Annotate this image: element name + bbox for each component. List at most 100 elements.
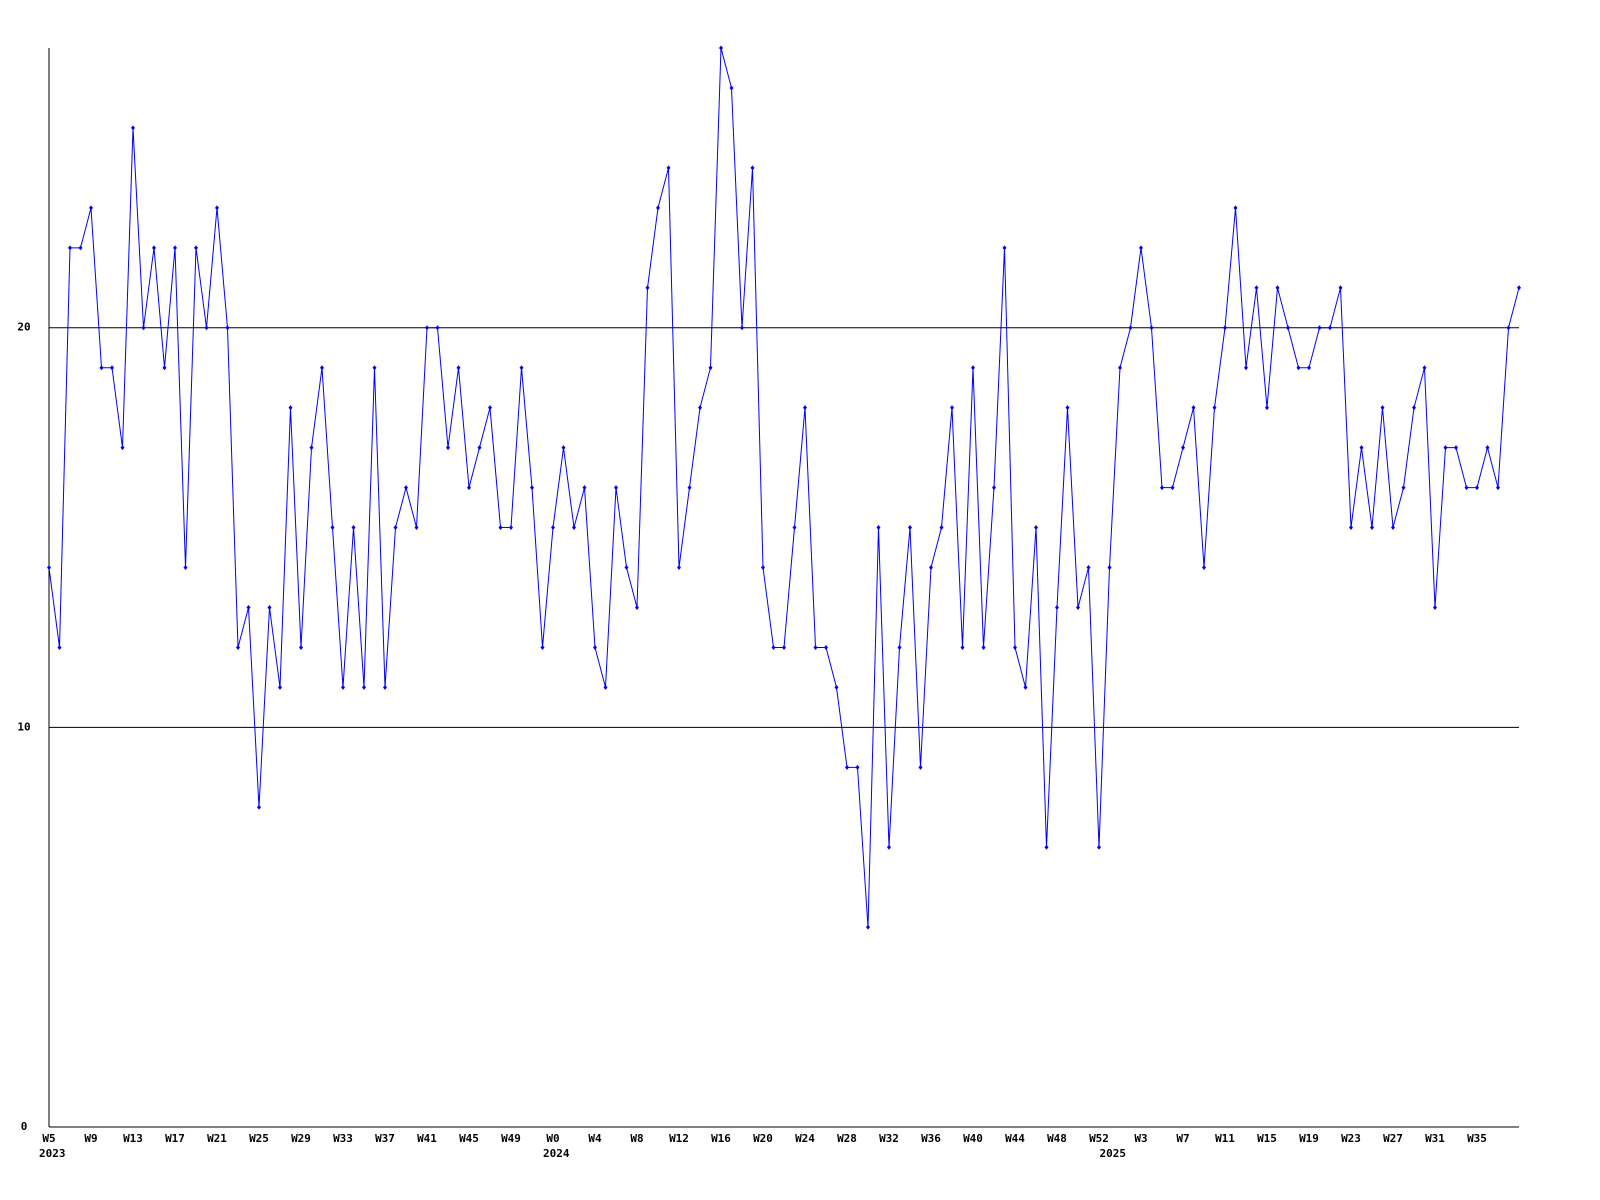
data-point	[750, 165, 755, 171]
x-tick-label: W9	[84, 1132, 97, 1145]
data-point	[383, 684, 387, 690]
x-tick-label: W36	[921, 1132, 941, 1145]
data-point	[645, 285, 650, 291]
data-point	[246, 604, 251, 610]
x-tick-label: W11	[1215, 1132, 1235, 1145]
x-tick-label: W13	[123, 1132, 143, 1145]
data-point	[803, 405, 807, 411]
data-point	[89, 205, 93, 211]
data-point	[1233, 205, 1238, 211]
x-group-label: 2023	[39, 1147, 66, 1160]
data-point	[1086, 565, 1091, 571]
x-tick-label: W40	[963, 1132, 983, 1145]
data-point	[929, 565, 933, 571]
data-point	[971, 365, 975, 371]
data-point	[204, 325, 209, 331]
data-point	[1254, 285, 1259, 291]
data-point	[813, 644, 818, 650]
data-point	[1160, 485, 1164, 491]
data-point	[435, 325, 440, 331]
data-point	[341, 684, 345, 690]
data-point	[1244, 365, 1248, 371]
y-tick-label: 10	[17, 720, 30, 733]
data-point	[414, 525, 419, 531]
data-point	[404, 485, 408, 491]
data-point	[215, 205, 219, 211]
data-point	[162, 365, 167, 371]
data-point	[1485, 445, 1490, 451]
x-tick-label: W45	[459, 1132, 479, 1145]
x-group-label: 2024	[543, 1147, 570, 1160]
data-point	[288, 405, 293, 411]
data-point	[1464, 485, 1469, 491]
data-point	[362, 684, 366, 690]
data-point	[1002, 245, 1007, 251]
data-point	[698, 405, 702, 411]
data-point	[1317, 325, 1322, 331]
data-point	[57, 644, 62, 650]
data-point	[1475, 485, 1479, 491]
data-point	[309, 445, 314, 451]
x-tick-label: W32	[879, 1132, 899, 1145]
data-point	[761, 565, 765, 571]
x-tick-label: W16	[711, 1132, 731, 1145]
x-tick-label: W21	[207, 1132, 227, 1145]
data-point	[1076, 604, 1080, 610]
data-point	[876, 525, 881, 531]
x-tick-label: W3	[1134, 1132, 1147, 1145]
data-point	[1191, 405, 1196, 411]
x-tick-label: W25	[249, 1132, 269, 1145]
data-point	[582, 485, 587, 491]
x-tick-label: W23	[1341, 1132, 1361, 1145]
data-point	[1380, 405, 1385, 411]
data-point	[1055, 604, 1059, 610]
data-point	[141, 325, 146, 331]
data-point	[1107, 565, 1112, 571]
data-point	[467, 485, 471, 491]
data-point	[1359, 445, 1364, 451]
series-line	[48, 47, 1520, 928]
data-point	[1202, 565, 1206, 571]
data-point	[939, 525, 944, 531]
data-point	[1412, 405, 1416, 411]
data-point	[78, 245, 83, 251]
data-point	[278, 684, 282, 690]
x-group-label: 2025	[1100, 1147, 1127, 1160]
data-point	[1139, 245, 1143, 251]
x-tick-label: W7	[1176, 1132, 1189, 1145]
data-point	[1443, 445, 1448, 451]
data-point	[173, 245, 177, 251]
x-tick-label: W5	[42, 1132, 55, 1145]
data-point	[120, 445, 125, 451]
data-point	[981, 644, 986, 650]
x-tick-label: W52	[1089, 1132, 1109, 1145]
data-point	[572, 525, 576, 531]
x-tick-label: W33	[333, 1132, 353, 1145]
data-point	[897, 644, 902, 650]
data-point	[719, 45, 723, 51]
data-point	[446, 445, 450, 451]
data-point	[1128, 325, 1133, 331]
data-point	[593, 644, 597, 650]
data-point	[330, 525, 335, 531]
data-point	[372, 365, 377, 371]
x-tick-label: W44	[1005, 1132, 1025, 1145]
x-tick-label: W35	[1467, 1132, 1487, 1145]
data-point	[540, 644, 545, 650]
data-point	[603, 684, 608, 690]
data-point	[887, 844, 891, 850]
y-tick-label: 0	[21, 1120, 28, 1133]
data-point	[1401, 485, 1406, 491]
data-point	[771, 644, 776, 650]
data-point	[1370, 525, 1374, 531]
data-point	[656, 205, 660, 211]
data-point	[624, 565, 629, 571]
data-point	[1023, 684, 1028, 690]
data-point	[320, 365, 324, 371]
data-point	[456, 365, 461, 371]
data-point	[1212, 405, 1217, 411]
data-point	[677, 565, 681, 571]
data-point	[351, 525, 356, 531]
data-point	[152, 245, 156, 251]
data-point	[687, 485, 692, 491]
